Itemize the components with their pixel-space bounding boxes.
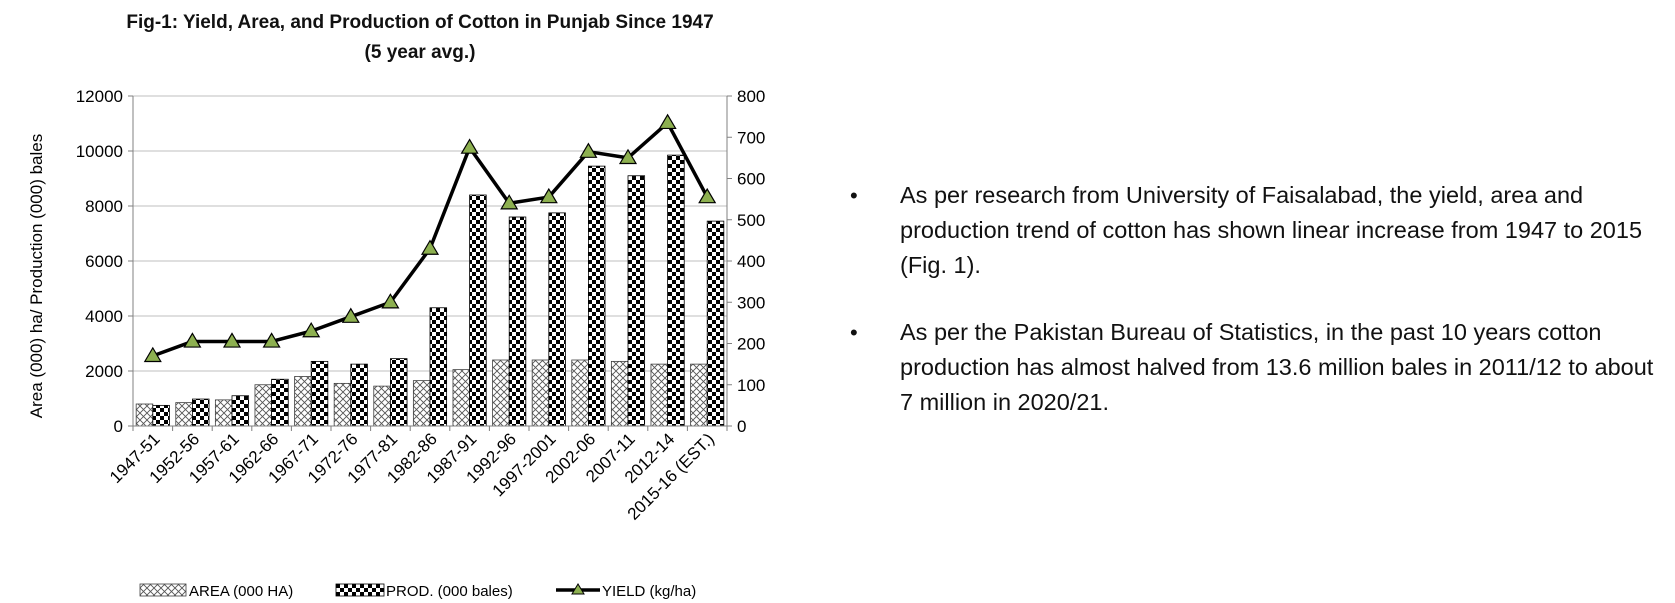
left-tick-label: 12000 bbox=[76, 87, 123, 106]
area-bar bbox=[650, 363, 669, 427]
legend-label-yield: YIELD (kg/ha) bbox=[602, 583, 696, 600]
right-tick-label: 700 bbox=[737, 128, 765, 147]
yield-point bbox=[500, 194, 519, 210]
area-bar bbox=[610, 360, 629, 427]
left-tick-label: 0 bbox=[114, 417, 123, 436]
production-bar bbox=[429, 307, 448, 427]
legend-label-area: AREA (000 HA) bbox=[189, 583, 293, 600]
area-bar bbox=[531, 359, 550, 427]
production-bar bbox=[389, 358, 408, 427]
chart-subtitle: (5 year avg.) bbox=[364, 42, 476, 63]
left-axis-title: Area (000) ha/ Production (000) bales bbox=[27, 134, 46, 418]
bullet-list: • As per research from University of Fai… bbox=[850, 178, 1665, 452]
legend-label-production: PROD. (000 bales) bbox=[386, 583, 513, 600]
right-tick-label: 300 bbox=[737, 293, 765, 312]
area-bar bbox=[333, 382, 352, 427]
area-bar bbox=[412, 380, 431, 427]
legend-swatch-yield-marker bbox=[571, 583, 585, 595]
legend-swatch-production bbox=[335, 583, 385, 597]
production-bar bbox=[508, 216, 527, 427]
left-tick-label: 6000 bbox=[85, 252, 123, 271]
area-bar bbox=[690, 363, 708, 427]
area-bar bbox=[254, 384, 273, 427]
yield-point bbox=[618, 148, 638, 165]
yield-point bbox=[460, 138, 479, 154]
bullet-symbol: • bbox=[850, 183, 858, 208]
bullet-text: As per research from University of Faisa… bbox=[900, 182, 1643, 278]
production-bar bbox=[588, 165, 606, 427]
yield-point bbox=[381, 293, 400, 309]
production-bar bbox=[152, 404, 170, 427]
legend: AREA (000 HA) PROD. (000 bales) YIELD (kg/… bbox=[139, 583, 696, 600]
production-bar bbox=[350, 363, 368, 427]
yield-line bbox=[143, 113, 717, 363]
right-tick-label: 400 bbox=[737, 252, 765, 271]
area-bar bbox=[175, 402, 193, 427]
production-bar bbox=[469, 194, 487, 427]
bullet-item: • As per the Pakistan Bureau of Statisti… bbox=[850, 315, 1665, 420]
chart-svg: 0 2000 4000 6000 8000 10000 12000 0 100 200 300 400… bbox=[27, 87, 765, 600]
area-bar bbox=[571, 359, 589, 427]
production-bar bbox=[667, 154, 685, 427]
yield-point bbox=[302, 321, 321, 338]
yield-point bbox=[539, 187, 558, 204]
production-bar bbox=[231, 395, 250, 427]
chart-title: Fig-1: Yield, Area, and Production of Co… bbox=[126, 12, 714, 33]
left-tick-label: 10000 bbox=[76, 142, 123, 161]
yield-point bbox=[183, 332, 202, 348]
left-tick-label: 8000 bbox=[85, 197, 123, 216]
yield-point bbox=[143, 346, 162, 363]
right-tick-label: 800 bbox=[737, 87, 765, 106]
yield-point bbox=[579, 142, 598, 158]
yield-point bbox=[341, 307, 360, 323]
axes bbox=[128, 95, 732, 431]
area-bar bbox=[492, 359, 510, 427]
area-bar bbox=[135, 403, 154, 427]
production-bar bbox=[271, 378, 289, 427]
production-bar bbox=[310, 360, 329, 427]
bullet-text: As per the Pakistan Bureau of Statistics… bbox=[900, 319, 1654, 415]
yield-point bbox=[420, 239, 440, 255]
bars bbox=[135, 154, 725, 427]
cotton-chart: Fig-1: Yield, Area, and Production of Co… bbox=[0, 0, 800, 603]
right-tick-label: 600 bbox=[737, 170, 765, 189]
right-tick-label: 500 bbox=[737, 211, 765, 230]
bullet-symbol: • bbox=[850, 320, 858, 345]
production-bar bbox=[191, 398, 210, 427]
area-bar bbox=[214, 399, 233, 427]
production-bar bbox=[627, 175, 646, 427]
yield-point bbox=[262, 332, 281, 348]
area-bar bbox=[294, 376, 312, 427]
right-tick-label: 0 bbox=[737, 417, 746, 436]
right-tick-label: 200 bbox=[737, 335, 765, 354]
left-tick-label: 2000 bbox=[85, 362, 123, 381]
yield-point bbox=[222, 332, 242, 348]
area-bar bbox=[452, 369, 470, 427]
area-bar bbox=[373, 385, 391, 427]
yield-point bbox=[698, 187, 717, 204]
production-bar bbox=[548, 212, 566, 427]
legend-swatch-area bbox=[139, 583, 187, 597]
yield-point bbox=[658, 113, 677, 130]
right-tick-label: 100 bbox=[737, 376, 765, 395]
bullet-item: • As per research from University of Fai… bbox=[850, 178, 1665, 283]
production-bar bbox=[706, 220, 725, 427]
left-tick-label: 4000 bbox=[85, 307, 123, 326]
